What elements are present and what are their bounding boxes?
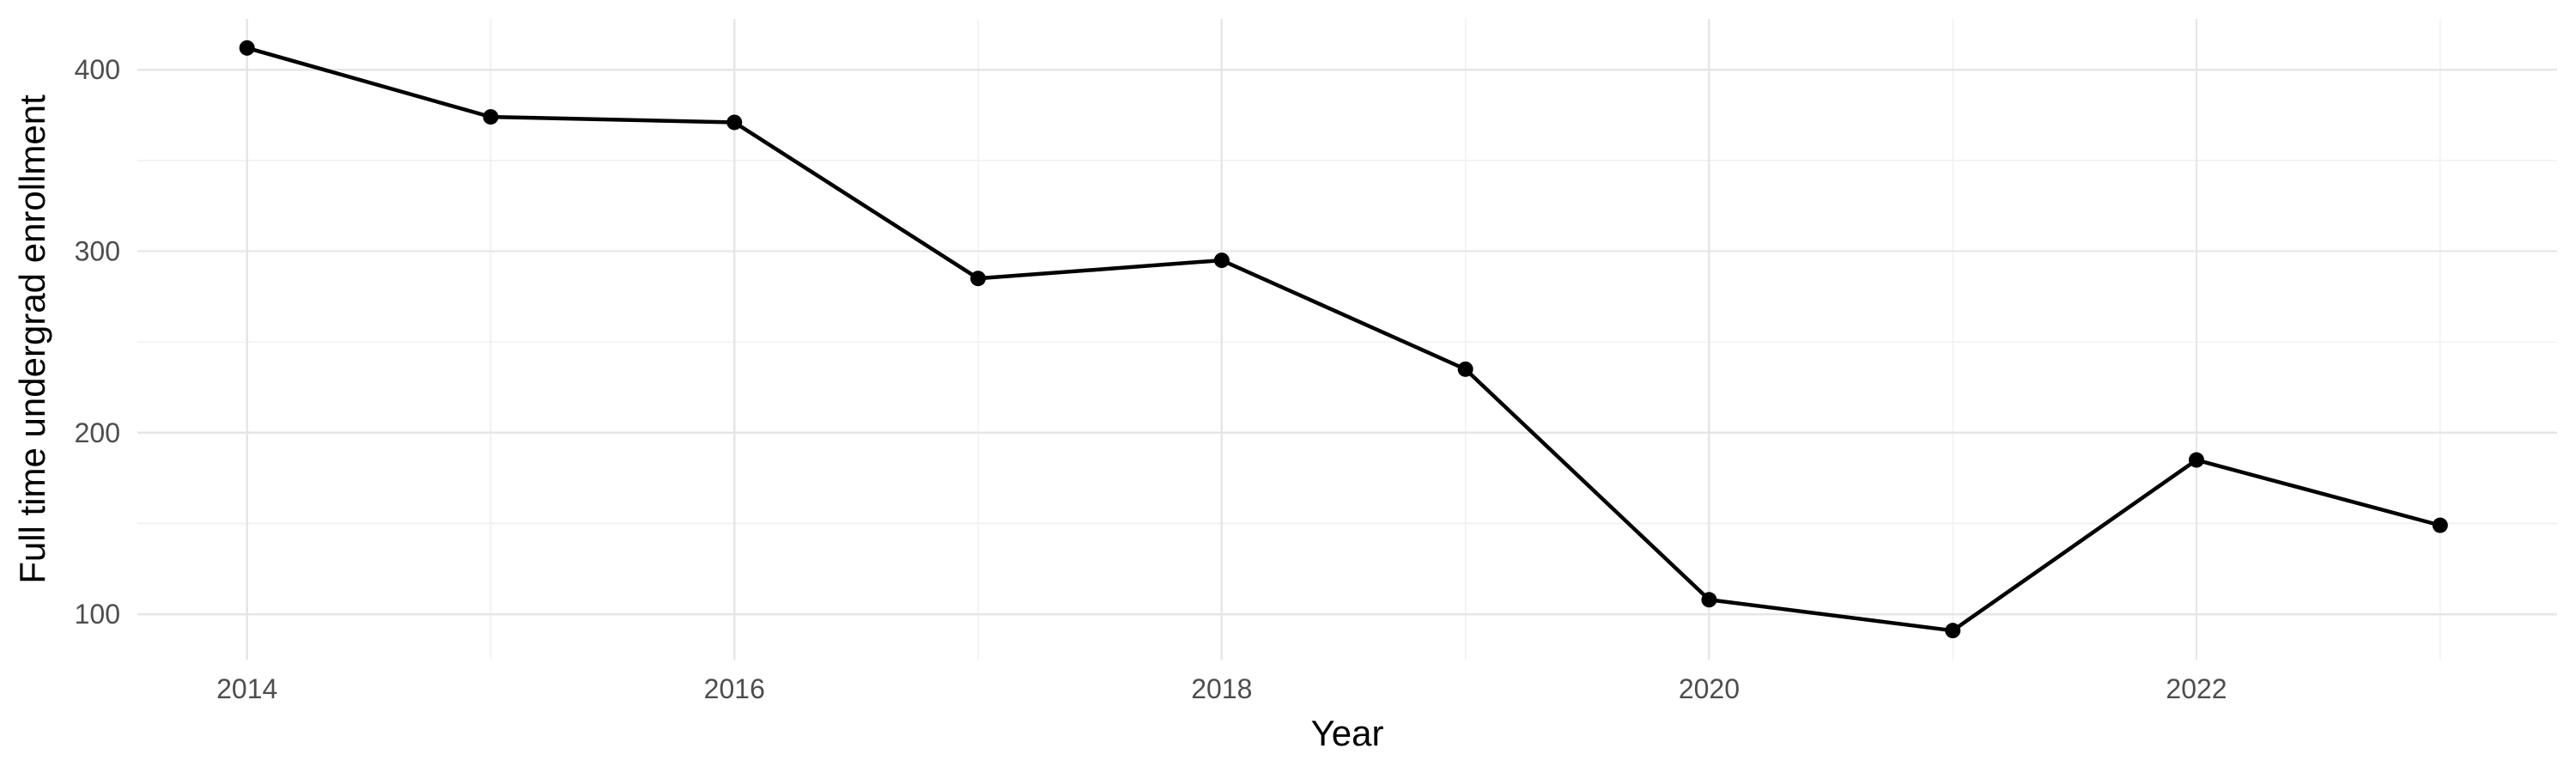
data-point	[1457, 361, 1473, 377]
gridlines-minor	[137, 19, 2557, 660]
x-tick-label: 2020	[1679, 673, 1740, 704]
data-point	[2432, 517, 2448, 533]
data-point	[1213, 253, 1230, 269]
y-tick-label: 300	[75, 236, 120, 267]
data-point	[726, 114, 743, 131]
x-axis-tick-labels: 2014 2016 2018 2020 2022	[216, 673, 2227, 704]
data-point	[970, 271, 987, 287]
data-point	[483, 109, 499, 125]
x-tick-label: 2018	[1191, 673, 1252, 704]
y-tick-label: 200	[75, 417, 120, 448]
y-axis-tick-labels: 100 200 300 400	[75, 54, 120, 630]
data-point	[239, 40, 255, 56]
x-tick-label: 2022	[2166, 673, 2227, 704]
gridlines-major	[137, 19, 2557, 660]
data-point	[2188, 452, 2204, 468]
x-tick-label: 2014	[216, 673, 277, 704]
y-tick-label: 400	[75, 54, 120, 85]
y-tick-label: 100	[75, 599, 120, 630]
data-series	[239, 40, 2448, 639]
data-point	[1945, 623, 1961, 639]
x-axis-title: Year	[1311, 713, 1384, 753]
data-point	[1701, 592, 1717, 608]
x-tick-label: 2016	[704, 673, 765, 704]
series-line	[246, 46, 2441, 633]
y-axis-title: Full time undergrad enrollment	[12, 94, 52, 584]
